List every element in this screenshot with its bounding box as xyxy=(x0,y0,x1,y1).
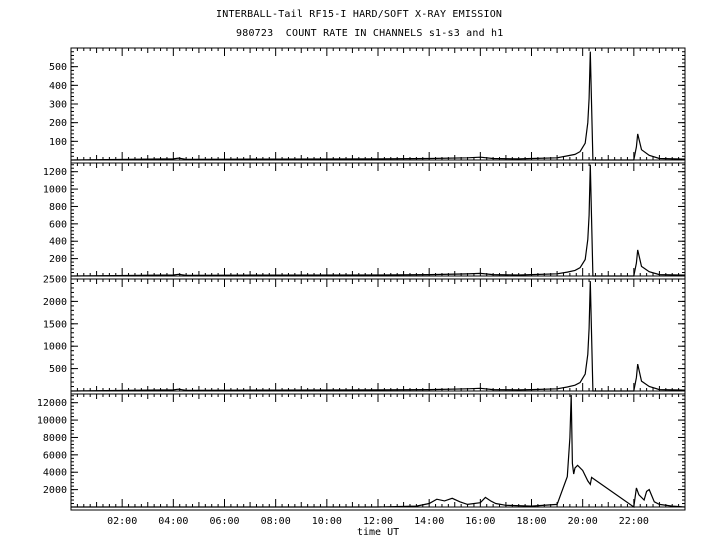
x-tick-label: 20:00 xyxy=(568,516,598,527)
y-tick-label: 100 xyxy=(49,137,67,148)
y-tick-label: 200 xyxy=(49,254,67,265)
x-tick-label: 22:00 xyxy=(619,516,649,527)
y-tick-label: 1200 xyxy=(43,167,67,178)
chart-header: INTERBALL-Tail RF15-I HARD/SOFT X-RAY EM… xyxy=(0,0,720,44)
x-tick-label: 08:00 xyxy=(261,516,291,527)
y-tick-label: 2000 xyxy=(43,485,67,496)
series-line-s3 xyxy=(70,281,686,392)
chart-title: INTERBALL-Tail RF15-I HARD/SOFT X-RAY EM… xyxy=(216,9,503,20)
y-tick-label: 200 xyxy=(49,118,67,129)
y-tick-label: 12000 xyxy=(37,398,67,409)
series-line-h1 xyxy=(71,394,686,509)
x-tick-label: 10:00 xyxy=(312,516,342,527)
y-tick-label: 4000 xyxy=(43,468,67,479)
x-axis-label: time UT xyxy=(357,527,400,538)
y-tick-label: 500 xyxy=(49,364,67,375)
y-tick-label: 1000 xyxy=(43,185,67,196)
panel-frame-h1 xyxy=(70,393,686,511)
y-tick-label: 2500 xyxy=(43,275,67,286)
y-tick-label: 2000 xyxy=(43,297,67,308)
x-tick-label: 02:00 xyxy=(107,516,137,527)
series-line-s2 xyxy=(70,164,686,277)
y-tick-label: 1500 xyxy=(43,319,67,330)
y-tick-label: 1000 xyxy=(43,342,67,353)
y-tick-label: 400 xyxy=(49,81,67,92)
x-tick-label: 04:00 xyxy=(158,516,188,527)
y-tick-label: 10000 xyxy=(37,416,67,427)
x-tick-label: 16:00 xyxy=(465,516,495,527)
x-tick-label: 12:00 xyxy=(363,516,393,527)
series-line-s1 xyxy=(70,51,686,161)
y-tick-label: 6000 xyxy=(43,450,67,461)
y-tick-label: 8000 xyxy=(43,433,67,444)
y-tick-label: 300 xyxy=(49,100,67,111)
y-tick-label: 600 xyxy=(49,219,67,230)
y-tick-label: 800 xyxy=(49,202,67,213)
x-tick-label: 06:00 xyxy=(209,516,239,527)
y-tick-label: 400 xyxy=(49,237,67,248)
chart-subtitle: 980723 COUNT RATE IN CHANNELS s1-s3 and … xyxy=(236,28,504,39)
x-tick-label: 14:00 xyxy=(414,516,444,527)
x-tick-label: 18:00 xyxy=(516,516,546,527)
y-tick-label: 500 xyxy=(49,62,67,73)
